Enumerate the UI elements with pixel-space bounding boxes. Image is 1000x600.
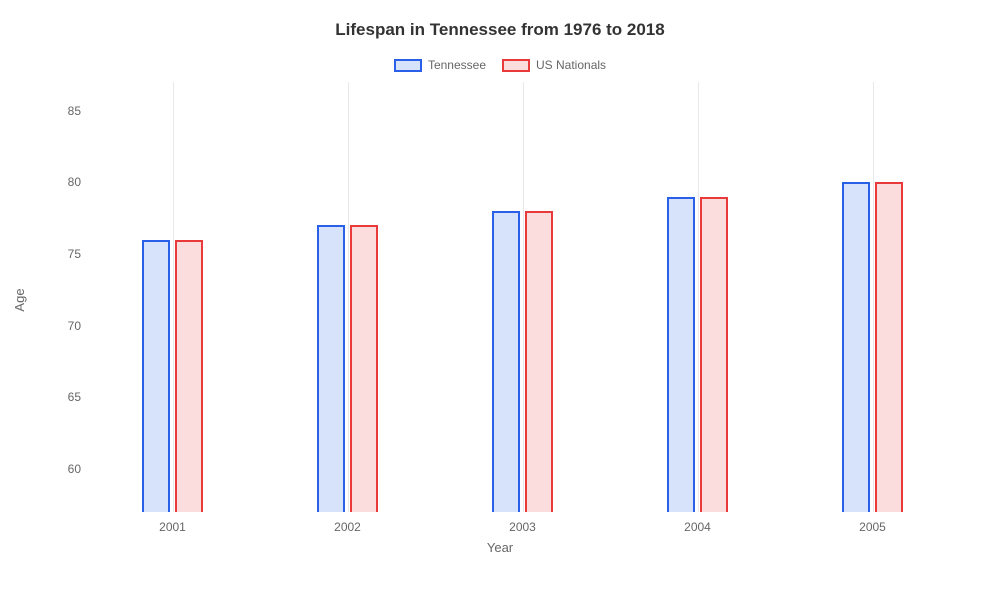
bar [700,197,728,512]
y-tick-label: 60 [43,462,81,476]
x-tick-label: 2005 [859,520,886,534]
bar [142,240,170,512]
bar [667,197,695,512]
x-axis-label: Year [30,540,970,555]
bar [317,225,345,512]
gridline-vertical [348,82,349,512]
y-tick-label: 65 [43,390,81,404]
y-axis-label: Age [12,288,27,311]
bar [525,211,553,512]
legend-swatch [394,59,422,72]
chart-container: Lifespan in Tennessee from 1976 to 2018 … [0,0,1000,600]
plot-area: 60657075808520012002200320042005 [85,82,960,512]
bar [842,182,870,512]
gridline-vertical [173,82,174,512]
bar [492,211,520,512]
x-tick-label: 2003 [509,520,536,534]
gridline-vertical [523,82,524,512]
legend-item: Tennessee [394,58,486,72]
gridline-vertical [698,82,699,512]
y-tick-label: 70 [43,319,81,333]
bar [875,182,903,512]
legend: Tennessee US Nationals [30,58,970,72]
x-tick-label: 2002 [334,520,361,534]
legend-swatch [502,59,530,72]
legend-label: Tennessee [428,58,486,72]
y-tick-label: 75 [43,247,81,261]
x-tick-label: 2004 [684,520,711,534]
y-tick-label: 80 [43,175,81,189]
bar [350,225,378,512]
bar [175,240,203,512]
x-tick-label: 2001 [159,520,186,534]
chart-title: Lifespan in Tennessee from 1976 to 2018 [30,20,970,40]
y-tick-label: 85 [43,104,81,118]
legend-item: US Nationals [502,58,606,72]
legend-label: US Nationals [536,58,606,72]
gridline-vertical [873,82,874,512]
plot-area-wrap: 60657075808520012002200320042005 [85,82,960,512]
